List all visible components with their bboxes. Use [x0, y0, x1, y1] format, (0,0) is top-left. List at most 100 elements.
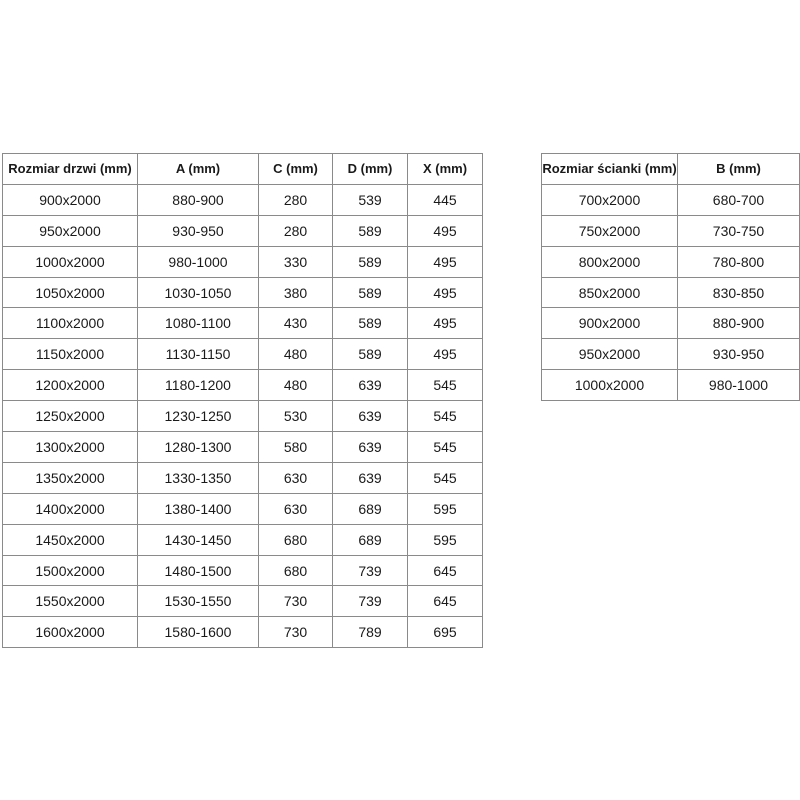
header-d: D (mm): [332, 153, 408, 185]
table-cell: 1100x2000: [2, 307, 138, 340]
table-cell: 639: [332, 400, 408, 433]
table-cell: 495: [407, 245, 483, 278]
table-cell: 589: [332, 338, 408, 371]
table-cell: 1330-1350: [137, 461, 259, 494]
table-cell: 330: [258, 245, 333, 278]
table-cell: 830-850: [677, 276, 800, 309]
table-cell: 589: [332, 307, 408, 340]
header-door-size: Rozmiar drzwi (mm): [2, 153, 138, 185]
table-cell: 1500x2000: [2, 554, 138, 587]
table-cell: 380: [258, 276, 333, 309]
table-cell: 1000x2000: [541, 369, 678, 402]
table-row: 1250x2000 1230-1250 530 639 545: [2, 400, 483, 433]
table-cell: 1300x2000: [2, 431, 138, 463]
table-cell: 495: [407, 338, 483, 371]
table-cell: 1350x2000: [2, 461, 138, 494]
table-row: 1400x2000 1380-1400 630 689 595: [2, 492, 483, 525]
table-cell: 730-750: [677, 214, 800, 247]
table-cell: 545: [407, 431, 483, 463]
table-cell: 445: [407, 183, 483, 216]
table-cell: 1250x2000: [2, 400, 138, 433]
table-cell: 1280-1300: [137, 431, 259, 463]
table-cell: 589: [332, 214, 408, 247]
table-cell: 630: [258, 461, 333, 494]
table-cell: 639: [332, 369, 408, 402]
table-cell: 1080-1100: [137, 307, 259, 340]
table-cell: 589: [332, 276, 408, 309]
table-cell: 930-950: [137, 214, 259, 247]
table-row: 700x2000 680-700: [541, 183, 800, 216]
table-cell: 1130-1150: [137, 338, 259, 371]
table-cell: 589: [332, 245, 408, 278]
table-row: 1000x2000 980-1000 330 589 495: [2, 245, 483, 278]
door-sizes-table: Rozmiar drzwi (mm) A (mm) C (mm) D (mm) …: [2, 153, 483, 649]
table-cell: 739: [332, 585, 408, 618]
table-cell: 900x2000: [541, 307, 678, 340]
table-cell: 480: [258, 369, 333, 402]
header-a: A (mm): [137, 153, 259, 185]
table-cell: 1180-1200: [137, 369, 259, 402]
table-cell: 495: [407, 276, 483, 309]
table-row: 1450x2000 1430-1450 680 689 595: [2, 523, 483, 556]
table-row: 1000x2000 980-1000: [541, 369, 800, 402]
table-row: 1500x2000 1480-1500 680 739 645: [2, 554, 483, 587]
table-cell: 1480-1500: [137, 554, 259, 587]
table-cell: 630: [258, 492, 333, 525]
table-cell: 680: [258, 523, 333, 556]
table-cell: 430: [258, 307, 333, 340]
table-cell: 689: [332, 523, 408, 556]
table-cell: 1030-1050: [137, 276, 259, 309]
table-row: 950x2000 930-950 280 589 495: [2, 214, 483, 247]
table-row: 1200x2000 1180-1200 480 639 545: [2, 369, 483, 402]
table-cell: 1530-1550: [137, 585, 259, 618]
table-cell: 880-900: [677, 307, 800, 340]
table-cell: 495: [407, 307, 483, 340]
table-row: 1550x2000 1530-1550 730 739 645: [2, 585, 483, 618]
table-cell: 280: [258, 214, 333, 247]
table-cell: 1400x2000: [2, 492, 138, 525]
table-row: 950x2000 930-950: [541, 338, 800, 371]
table-cell: 900x2000: [2, 183, 138, 216]
header-wall-size: Rozmiar ścianki (mm): [541, 153, 678, 185]
table-cell: 595: [407, 523, 483, 556]
table-cell: 580: [258, 431, 333, 463]
table-cell: 730: [258, 616, 333, 649]
table-cell: 1150x2000: [2, 338, 138, 371]
table-cell: 680: [258, 554, 333, 587]
table-cell: 645: [407, 585, 483, 618]
table-row: 1300x2000 1280-1300 580 639 545: [2, 431, 483, 463]
table-cell: 595: [407, 492, 483, 525]
table-cell: 539: [332, 183, 408, 216]
table-row: 900x2000 880-900 280 539 445: [2, 183, 483, 216]
table-cell: 700x2000: [541, 183, 678, 216]
table-cell: 1380-1400: [137, 492, 259, 525]
table-cell: 789: [332, 616, 408, 649]
table-row: 850x2000 830-850: [541, 276, 800, 309]
table-row: 1350x2000 1330-1350 630 639 545: [2, 461, 483, 494]
header-c: C (mm): [258, 153, 333, 185]
table-cell: 545: [407, 369, 483, 402]
table-row: 1100x2000 1080-1100 430 589 495: [2, 307, 483, 340]
table-cell: 545: [407, 400, 483, 433]
table-row: 800x2000 780-800: [541, 245, 800, 278]
table-cell: 1580-1600: [137, 616, 259, 649]
table-row: 1600x2000 1580-1600 730 789 695: [2, 616, 483, 649]
table-row: 900x2000 880-900: [541, 307, 800, 340]
table-cell: 639: [332, 461, 408, 494]
table-cell: 1230-1250: [137, 400, 259, 433]
table-cell: 1000x2000: [2, 245, 138, 278]
table-row: 750x2000 730-750: [541, 214, 800, 247]
table-row: 1050x2000 1030-1050 380 589 495: [2, 276, 483, 309]
table-cell: 545: [407, 461, 483, 494]
table-cell: 480: [258, 338, 333, 371]
table-cell: 1050x2000: [2, 276, 138, 309]
table-cell: 1430-1450: [137, 523, 259, 556]
header-b: B (mm): [677, 153, 800, 185]
table-cell: 950x2000: [541, 338, 678, 371]
table-cell: 689: [332, 492, 408, 525]
header-x: X (mm): [407, 153, 483, 185]
table-cell: 780-800: [677, 245, 800, 278]
table-cell: 980-1000: [677, 369, 800, 402]
table-cell: 739: [332, 554, 408, 587]
table-cell: 750x2000: [541, 214, 678, 247]
